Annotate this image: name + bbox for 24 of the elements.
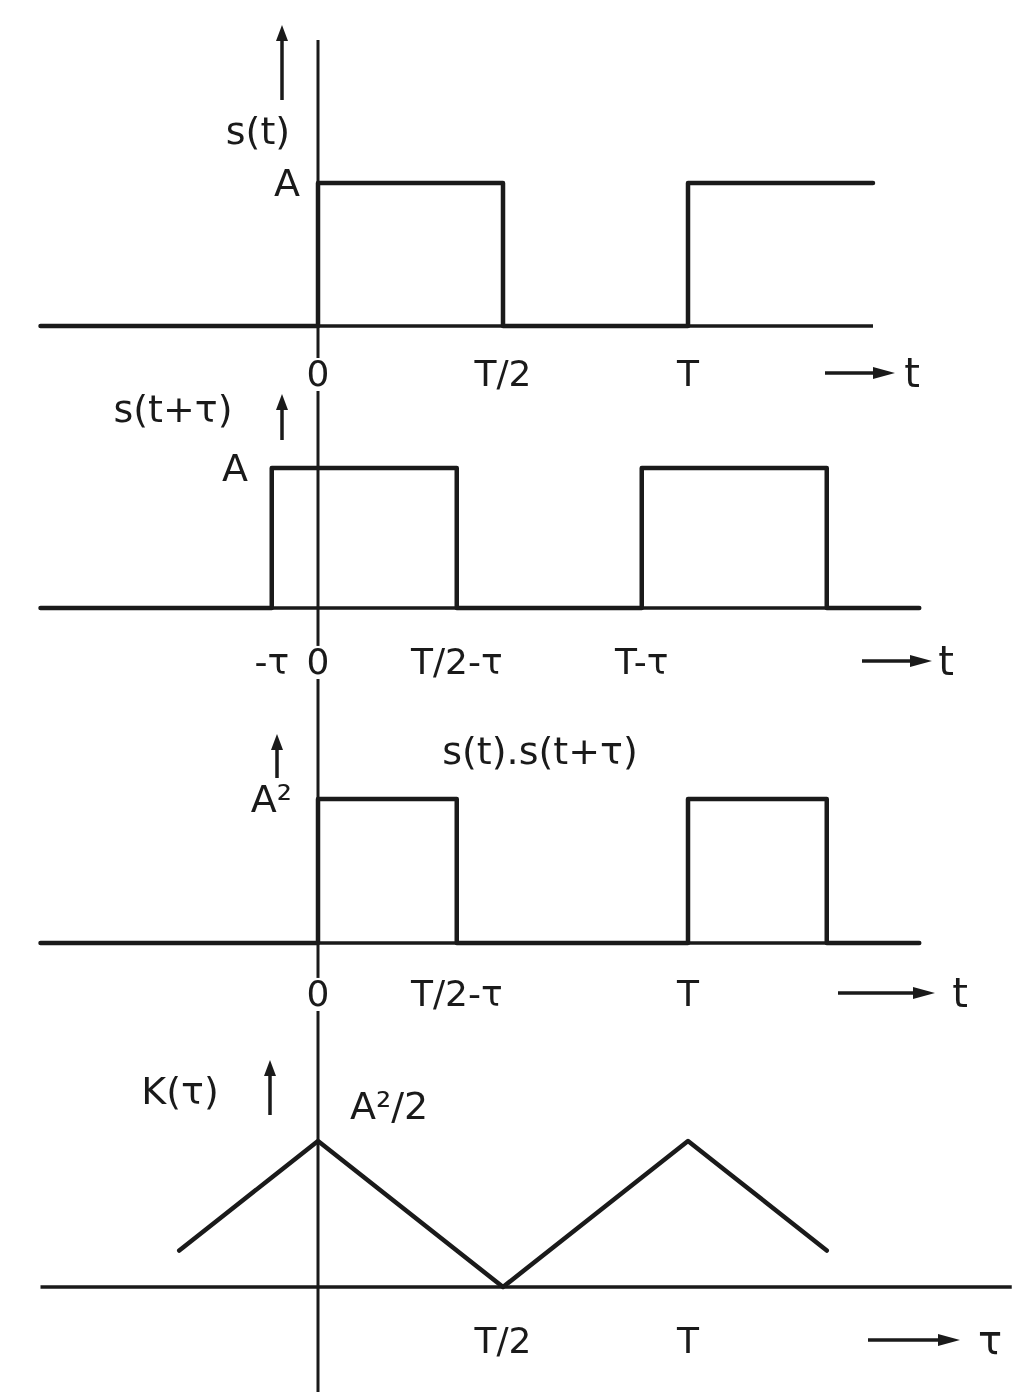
x-tick-label: 0 (306, 973, 330, 1014)
y-axis-title: s(t) (225, 109, 291, 153)
x-axis-title: τ (977, 1317, 1003, 1363)
text: A²/2 (350, 1084, 429, 1128)
x-tick-label: T/2 (473, 353, 532, 394)
y-axis-title: K(τ) (141, 1069, 219, 1113)
y-axis-title: s(t).s(t+τ) (442, 729, 638, 773)
x-axis-title: t (904, 350, 920, 396)
annotation: A (274, 161, 300, 205)
x-tick-label: 0 (306, 641, 330, 682)
y-axis-title: s(t+τ) (113, 387, 233, 431)
x-tick-label: T (676, 1320, 700, 1361)
x-tick-label: T/2-τ (409, 973, 503, 1014)
x-axis-title: t (938, 638, 954, 684)
x-axis-title: t (952, 970, 968, 1016)
annotation: A (222, 446, 248, 490)
x-tick-label: T/2 (473, 1320, 532, 1361)
x-tick-label: T-τ (614, 641, 669, 682)
x-tick-label: -τ (254, 641, 290, 682)
annotation: A² (250, 777, 292, 821)
x-tick-label: T (676, 353, 700, 394)
x-tick-label: 0 (306, 353, 330, 394)
x-tick-label: T/2-τ (409, 641, 503, 682)
x-tick-label: T (676, 973, 700, 1014)
